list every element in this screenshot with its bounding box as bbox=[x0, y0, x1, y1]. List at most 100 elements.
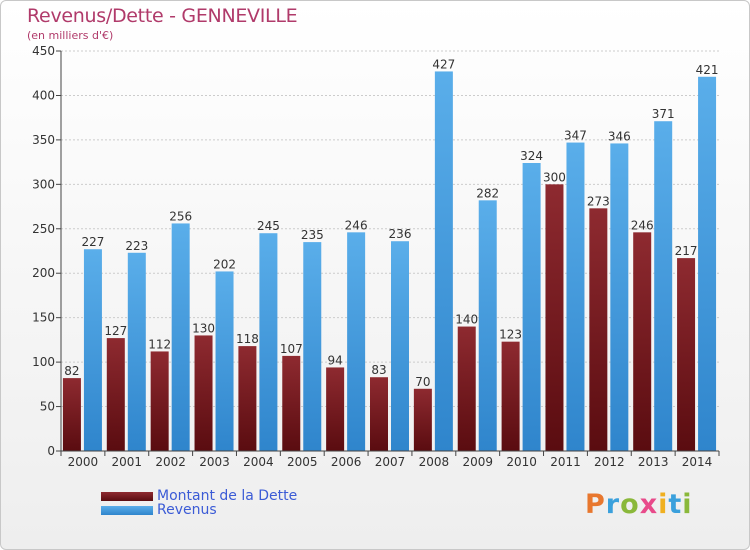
bar-revenus bbox=[654, 121, 673, 451]
bar-revenus bbox=[215, 271, 234, 451]
bar-dette bbox=[545, 184, 564, 452]
bar-revenus bbox=[478, 200, 497, 451]
y-tick-label: 400 bbox=[32, 88, 55, 102]
data-label-dette: 107 bbox=[280, 342, 303, 356]
x-tick-label: 2012 bbox=[594, 455, 625, 469]
data-label-dette: 300 bbox=[543, 170, 566, 184]
y-tick-label: 0 bbox=[47, 444, 55, 458]
data-label-dette: 246 bbox=[631, 218, 654, 232]
data-label-revenus: 202 bbox=[213, 257, 236, 271]
bar-dette bbox=[589, 208, 608, 451]
x-tick-label: 2014 bbox=[682, 455, 713, 469]
logo-letter: i bbox=[658, 489, 669, 520]
logo-letter: r bbox=[605, 489, 621, 520]
logo-letter: i bbox=[682, 489, 693, 520]
y-tick-label: 350 bbox=[32, 133, 55, 147]
y-tick-label: 250 bbox=[32, 222, 55, 236]
y-tick-label: 450 bbox=[32, 44, 55, 58]
data-label-revenus: 246 bbox=[345, 218, 368, 232]
bar-revenus bbox=[566, 142, 585, 452]
bar-dette bbox=[326, 367, 345, 451]
data-label-dette: 94 bbox=[327, 353, 342, 367]
bar-revenus bbox=[434, 71, 453, 451]
logo-letter: o bbox=[620, 489, 640, 520]
legend-label-dette: Montant de la Dette bbox=[157, 488, 298, 504]
bar-dette bbox=[677, 258, 696, 451]
x-tick-label: 2013 bbox=[638, 455, 669, 469]
x-tick-label: 2010 bbox=[506, 455, 537, 469]
bar-revenus bbox=[391, 241, 409, 451]
data-label-dette: 82 bbox=[64, 364, 79, 378]
x-tick-label: 2009 bbox=[462, 455, 493, 469]
data-label-dette: 118 bbox=[236, 332, 259, 346]
x-tick-label: 2008 bbox=[419, 455, 450, 469]
x-tick-label: 2004 bbox=[243, 455, 274, 469]
bar-revenus bbox=[610, 143, 629, 451]
data-label-dette: 140 bbox=[455, 313, 478, 327]
bars-layer bbox=[62, 71, 717, 452]
data-label-revenus: 371 bbox=[652, 107, 675, 121]
y-tick-label: 50 bbox=[40, 400, 55, 414]
bar-revenus bbox=[522, 163, 541, 451]
bar-dette bbox=[238, 346, 257, 451]
legend-item-dette: Montant de la Dette bbox=[101, 488, 298, 504]
x-tick-label: 2005 bbox=[287, 455, 318, 469]
x-tick-label: 2011 bbox=[550, 455, 581, 469]
x-tick-label: 2007 bbox=[375, 455, 406, 469]
x-tick-label: 2003 bbox=[199, 455, 230, 469]
logo-letter: P bbox=[585, 489, 606, 520]
x-tick-label: 2002 bbox=[155, 455, 186, 469]
bar-revenus bbox=[127, 252, 146, 451]
data-label-revenus: 256 bbox=[169, 209, 192, 223]
axis-layer: 0 50 100 150 200 250 300 350 400 450 2000 2001 2002 2… bbox=[32, 44, 720, 469]
y-tick-label: 200 bbox=[32, 266, 55, 280]
y-tick-label: 300 bbox=[32, 177, 55, 191]
y-tick-label: 150 bbox=[32, 311, 55, 325]
legend-item-revenus: Revenus bbox=[101, 502, 217, 518]
legend-swatch-dette bbox=[101, 491, 153, 501]
bar-dette bbox=[413, 388, 432, 451]
x-tick-label: 2006 bbox=[331, 455, 362, 469]
x-tick-label: 2000 bbox=[68, 455, 99, 469]
data-label-dette: 127 bbox=[104, 324, 127, 338]
bar-dette bbox=[194, 335, 213, 451]
data-label-revenus: 236 bbox=[389, 227, 412, 241]
data-label-dette: 130 bbox=[192, 321, 215, 335]
bar-dette bbox=[282, 355, 301, 451]
data-label-dette: 112 bbox=[148, 337, 171, 351]
data-label-revenus: 282 bbox=[476, 186, 499, 200]
bar-dette bbox=[62, 378, 81, 451]
proxiti-logo: Proxiti bbox=[585, 489, 693, 520]
data-label-revenus: 346 bbox=[608, 129, 631, 143]
data-label-revenus: 324 bbox=[520, 149, 543, 163]
data-label-revenus: 235 bbox=[301, 228, 324, 242]
bar-revenus bbox=[171, 223, 190, 451]
data-label-dette: 273 bbox=[587, 194, 610, 208]
logo-letter: t bbox=[668, 489, 683, 520]
bar-dette bbox=[106, 338, 125, 451]
chart-title: Revenus/Dette - GENNEVILLE bbox=[27, 5, 298, 27]
bar-revenus bbox=[259, 233, 278, 451]
bar-revenus bbox=[347, 232, 366, 451]
data-label-revenus: 245 bbox=[257, 219, 280, 233]
logo-letter: x bbox=[639, 489, 659, 520]
data-label-revenus: 347 bbox=[564, 129, 587, 143]
bar-dette bbox=[501, 341, 520, 451]
grid-layer bbox=[61, 50, 719, 408]
data-label-revenus: 227 bbox=[81, 235, 104, 249]
bar-dette bbox=[633, 232, 652, 451]
labels-layer: 82 227 127 223 112 256 130 202 118 245 107 235 94 246… bbox=[64, 57, 718, 388]
bar-dette bbox=[370, 377, 388, 451]
y-tick-label: 100 bbox=[32, 355, 55, 369]
data-label-revenus: 223 bbox=[125, 239, 148, 253]
data-label-dette: 70 bbox=[415, 375, 430, 389]
legend-label-revenus: Revenus bbox=[157, 502, 217, 518]
chart-subtitle: (en milliers d'€) bbox=[27, 29, 114, 42]
bar-dette bbox=[457, 326, 476, 451]
data-label-dette: 123 bbox=[499, 328, 522, 342]
data-label-dette: 83 bbox=[371, 363, 386, 377]
data-label-revenus: 427 bbox=[432, 57, 455, 71]
data-label-revenus: 421 bbox=[696, 63, 719, 77]
